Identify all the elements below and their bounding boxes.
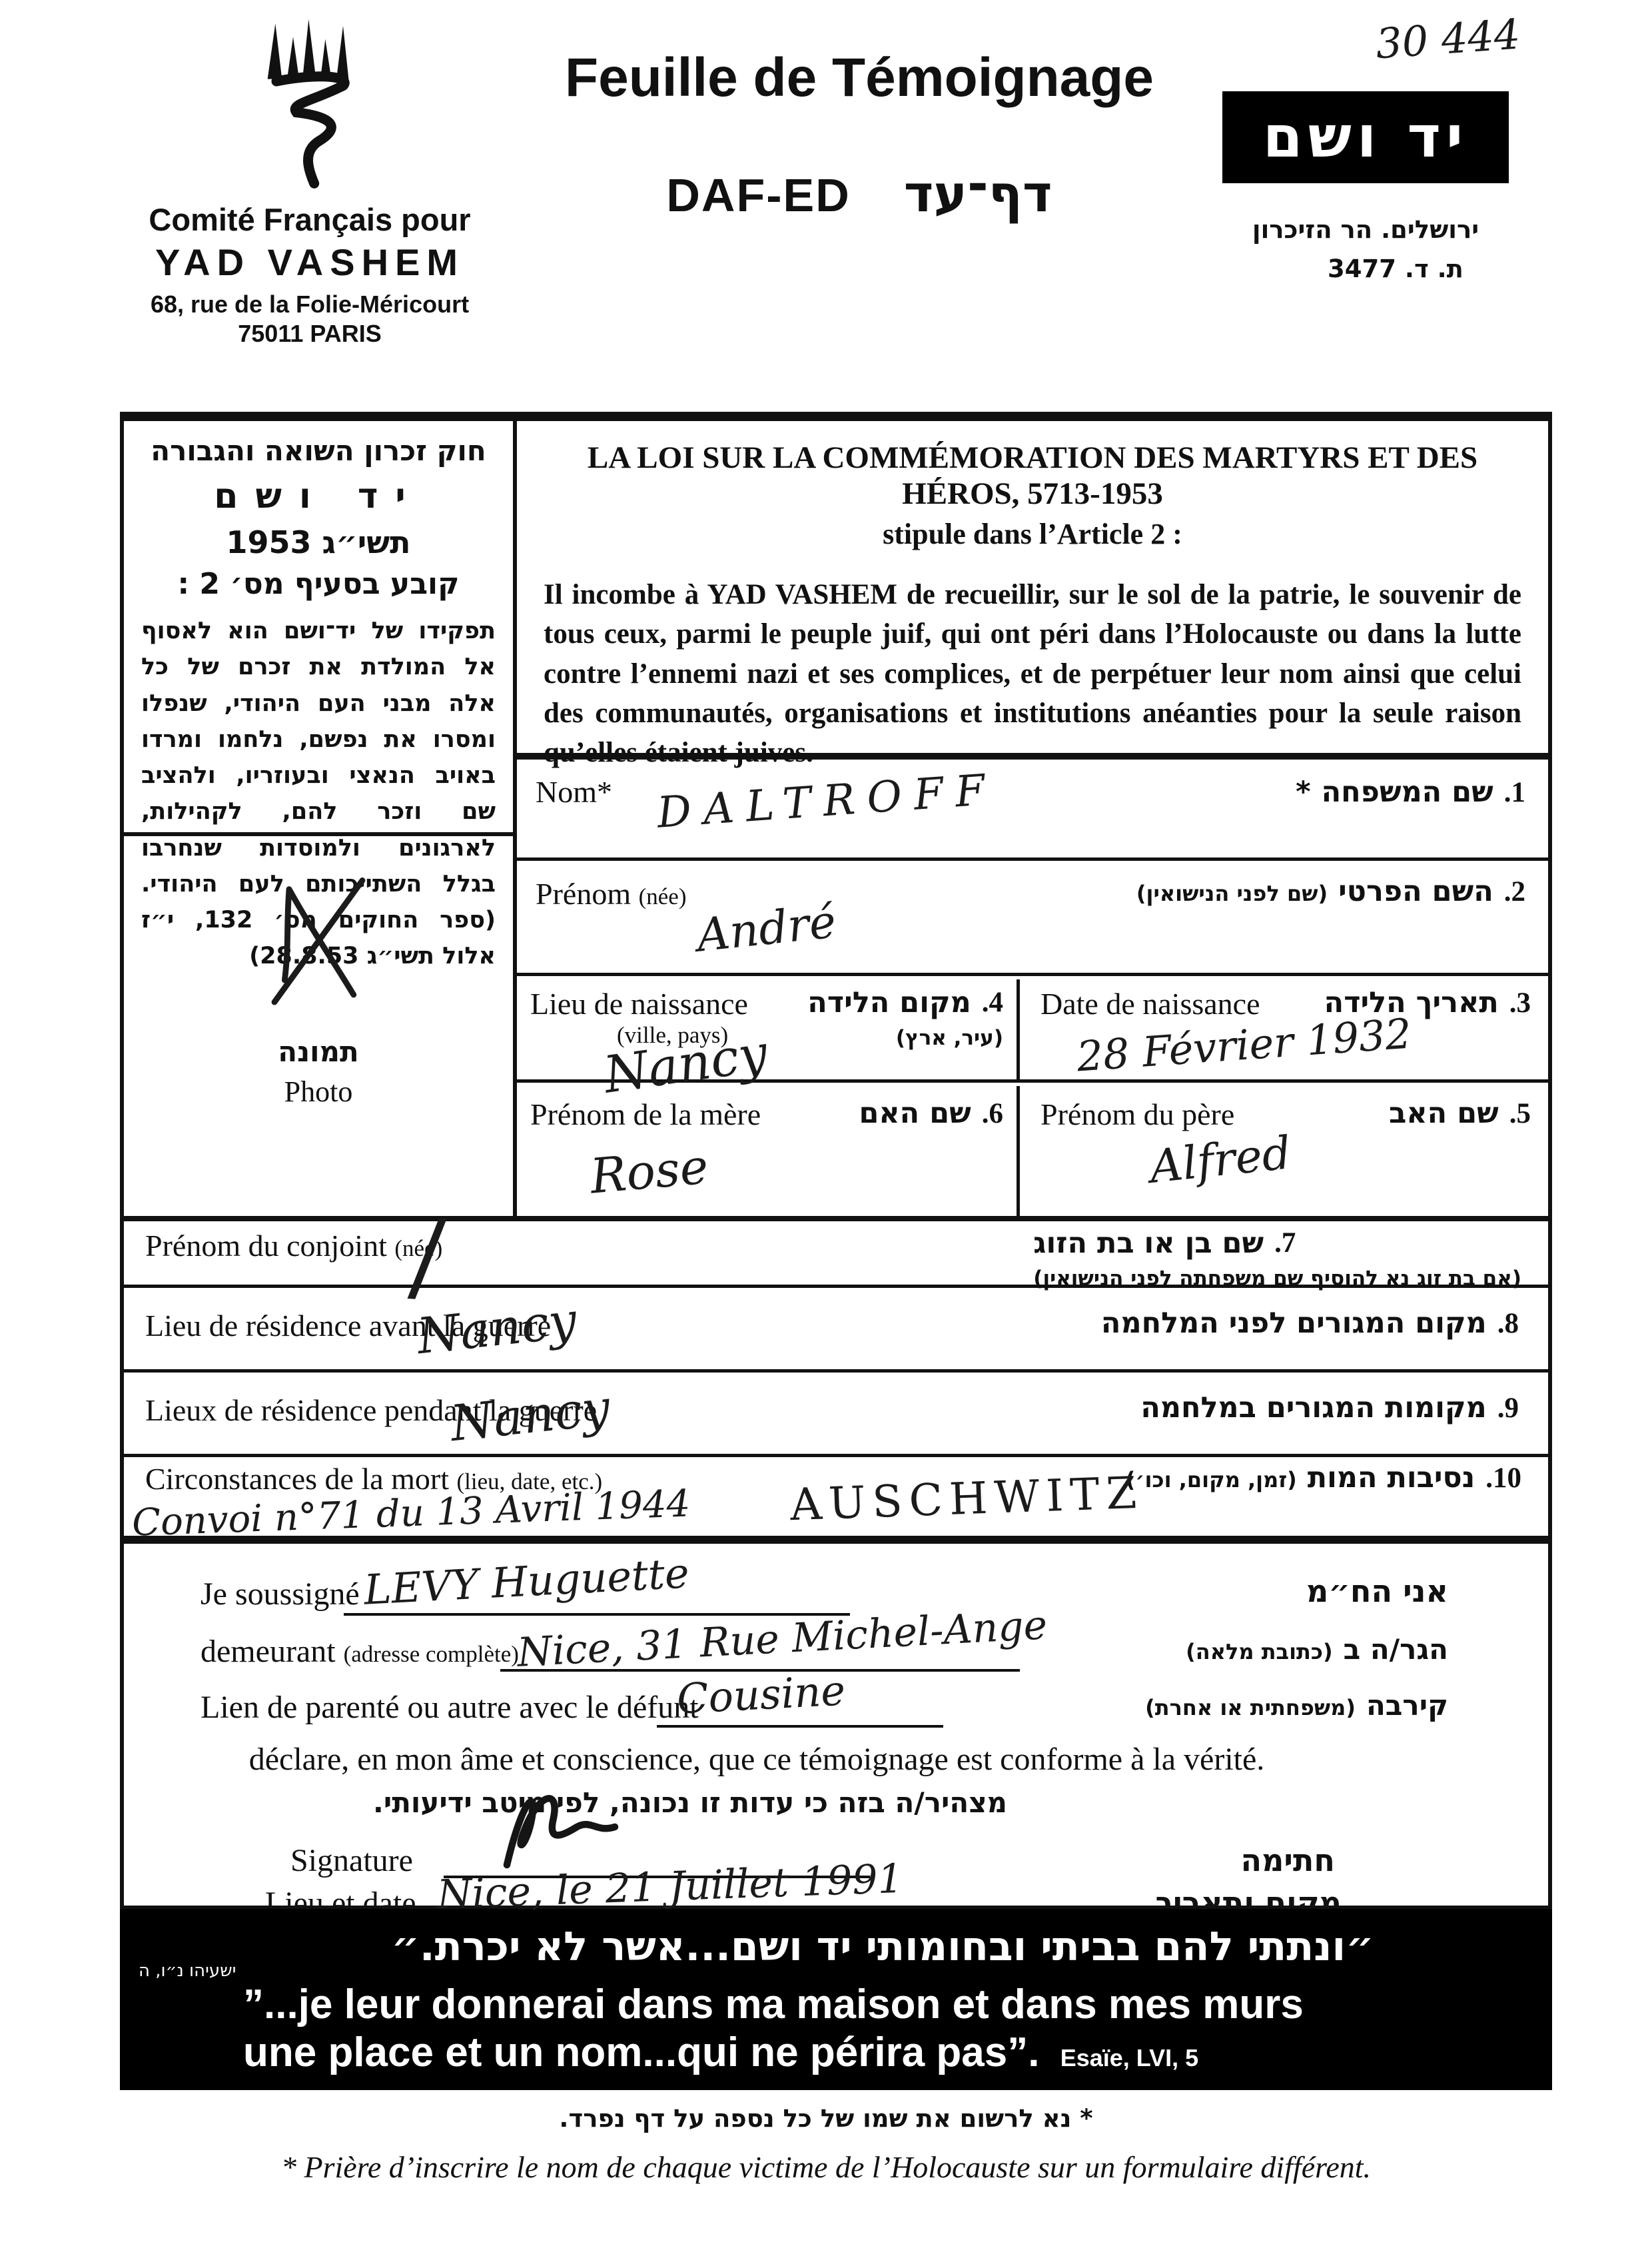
- jerusalem-address-line1: ירושלים. הר הזיכרון: [1252, 215, 1479, 244]
- title-block: Feuille de Témoignage DAF-ED דף־עד: [513, 47, 1206, 223]
- prenom-pere-value: Alfred: [1147, 1127, 1294, 1194]
- french-law-title2: stipule dans l’Article 2 :: [883, 518, 1182, 550]
- reference-number: 30 444: [1374, 9, 1522, 69]
- prenom-label-hebrew: .2 השם הפרטי (שם לפני הנישואין): [1136, 875, 1525, 908]
- field-prenom: Prénom (née) André .2 השם הפרטי (שם לפני…: [517, 864, 1548, 976]
- field-prenom-pere: Prénom du père .5 שם האב Alfred: [1023, 1086, 1548, 1216]
- row-parents: Prénom de la mère .6 שם האם Rose Prénom …: [517, 1086, 1548, 1216]
- subtitle: DAF-ED דף־עד: [513, 164, 1206, 223]
- photo-label: Photo: [284, 1075, 353, 1108]
- residence-pendant-label: Lieux de résidence pendant la guerre: [145, 1393, 598, 1427]
- nom-label-hebrew: .1 שם המשפחה *: [1296, 776, 1525, 809]
- date-naissance-label-hebrew: .3 תאריך הלידה: [1324, 986, 1531, 1019]
- prenom-value: André: [694, 895, 839, 963]
- photo-box: תמונה Photo: [124, 840, 513, 1216]
- signature-line: [444, 1812, 870, 1878]
- field-residence-pendant: Lieux de résidence pendant la guerre Nan…: [124, 1369, 1548, 1453]
- field-residence-avant: Lieu de résidence avant la guerre Nancy …: [124, 1285, 1548, 1366]
- prenom-mere-value: Rose: [588, 1138, 711, 1205]
- column-divider: [513, 421, 517, 1216]
- demeurant-line: [500, 1602, 1020, 1672]
- field-conjoint: Prénom du conjoint (née) / .7 שם בן או בת…: [124, 1197, 1548, 1316]
- yad-vashem-logotype: יד ושם: [1222, 91, 1509, 183]
- prenom-mere-label-hebrew: .6 שם האם: [859, 1097, 1003, 1130]
- hebrew-law-box: חוק זכרון השואה והגבורה יד ושם תשי״ג 195…: [124, 421, 513, 969]
- banner-french-line1: ”...je leur donnerai dans ma maison et d…: [243, 1981, 1304, 2027]
- committee-line4: 75011 PARIS: [238, 320, 382, 347]
- field-lieu-naissance: Lieu de naissance (ville, pays) .4 מקום ה…: [517, 979, 1020, 1105]
- row-naissance: Lieu de naissance (ville, pays) .4 מקום ה…: [517, 979, 1548, 1105]
- banner-hebrew-source: ישעיהו נ״ו, ה: [139, 1961, 236, 1981]
- declaration-block: Je soussigné LEVY Huguette אני הח״מ deme…: [124, 1536, 1548, 1921]
- soussigne-label: Je soussigné: [201, 1576, 360, 1612]
- hebrew-law-line2: יד ושם: [214, 476, 423, 516]
- soussigne-line: [344, 1544, 850, 1616]
- demeurant-label: demeurant (adresse complète): [201, 1634, 519, 1669]
- circonstances-camp-value: AUSCHWITZ: [789, 1466, 1144, 1531]
- residence-pendant-label-hebrew: .9 מקומות המגורים במלחמה: [1140, 1391, 1519, 1424]
- photo-label-hebrew: תמונה: [278, 1035, 359, 1068]
- demeurant-label-hebrew: הגר/ה ב (כתובת מלאה): [1186, 1633, 1448, 1666]
- banner-french-line2: une place et un nom...qui ne périra pas”…: [243, 2029, 1199, 2075]
- prenom-pere-label: Prénom du père: [1040, 1097, 1235, 1131]
- date-naissance-label: Date de naissance: [1040, 987, 1260, 1021]
- hebrew-law-line4: קובע בסעיף מס׳ 2 :: [177, 567, 460, 601]
- committee-line3: 68, rue de la Folie-Méricourt: [150, 290, 470, 318]
- x-cross-mark-icon: [271, 877, 366, 1005]
- conjoint-label: Prénom du conjoint (née): [145, 1229, 443, 1263]
- field-prenom-mere: Prénom de la mère .6 שם האם Rose: [517, 1086, 1020, 1216]
- signature-scribble-icon: [503, 1795, 619, 1869]
- footnote-hebrew: * נא לרשום את שמו של כל נספה על דף נפרד.: [559, 2104, 1093, 2133]
- jerusalem-address-line2: ת. ד. 3477: [1328, 255, 1463, 283]
- prenom-pere-label-hebrew: .5 שם האב: [1389, 1097, 1531, 1130]
- subtitle-hebrew: דף־עד: [903, 164, 1052, 223]
- banner-french-source: Esaïe, LVI, 5: [1060, 2044, 1199, 2071]
- lien-label-hebrew: קירבה (משפחתית או אחרת): [1145, 1689, 1448, 1722]
- signature-label-hebrew: חתימה: [1240, 1842, 1335, 1878]
- lien-line: [657, 1661, 943, 1728]
- french-law-box: LA LOI SUR LA COMMÉMORATION DES MARTYRS …: [517, 421, 1548, 768]
- committee-line2: YAD VASHEM: [155, 241, 465, 283]
- lieu-naissance-paren: (ville, pays): [617, 1022, 729, 1048]
- field-circonstances: Circonstances de la mort (lieu, date, et…: [124, 1454, 1548, 1545]
- field-date-naissance: Date de naissance .3 תאריך הלידה 28 Févr…: [1023, 979, 1548, 1081]
- committee-line1: Comité Français pour: [149, 202, 471, 237]
- circonstances-label-hebrew: .10 נסיבות המות (זמן, מקום, וכו׳): [1125, 1461, 1521, 1494]
- subtitle-latin: DAF-ED: [666, 169, 851, 221]
- prenom-mere-label: Prénom de la mère: [530, 1097, 761, 1131]
- declare-statement: déclare, en mon âme et conscience, que c…: [248, 1742, 1265, 1777]
- soussigne-label-hebrew: אני הח״מ: [1306, 1573, 1448, 1609]
- hebrew-law-line1: חוק זכרון השואה והגבורה: [151, 434, 486, 467]
- hebrew-law-body: תפקידו של יד־ושם הוא לאסוף אל המולדת את …: [141, 618, 496, 970]
- residence-avant-label-hebrew: .8 מקום המגורים לפני המלחמה: [1100, 1307, 1519, 1340]
- signature-label: Signature: [290, 1843, 413, 1878]
- lieu-naissance-label: Lieu de naissance: [530, 987, 748, 1021]
- french-law-title1: LA LOI SUR LA COMMÉMORATION DES MARTYRS …: [587, 440, 1478, 511]
- footnote-french: * Prière d’inscrire le nom de chaque vic…: [280, 2150, 1372, 2184]
- committee-block: Comité Français pour YAD VASHEM 68, rue …: [80, 19, 540, 348]
- banner-hebrew-verse: ״ונתתי להם בביתי ובחומותי יד ושם...אשר ל…: [391, 1924, 1374, 1970]
- field-nom: Nom* DALTROFF .1 שם המשפחה *: [517, 765, 1548, 861]
- conjoint-label-hebrew: .7 שם בן או בת הזוג (אם בת זוג נא להוסיף …: [1033, 1227, 1521, 1291]
- scripture-banner: ״ונתתי להם בביתי ובחומותי יד ושם...אשר ל…: [120, 1909, 1552, 2090]
- french-law-body: Il incombe à YAD VASHEM de recueillir, s…: [544, 579, 1521, 769]
- yad-vashem-flame-logo-icon: [267, 19, 350, 189]
- declare-statement-hebrew: מצהיר/ה בזה כי עדות זו נכונה, לפי מיטב י…: [372, 1786, 1008, 1819]
- page-title: Feuille de Témoignage: [565, 47, 1154, 108]
- circonstances-label: Circonstances de la mort (lieu, date, et…: [145, 1462, 603, 1496]
- residence-pendant-value: Nancy: [448, 1379, 613, 1453]
- lieu-naissance-label-hebrew: .4 מקום הלידה (עיר, ארץ): [807, 986, 1003, 1050]
- lien-label: Lien de parenté ou autre avec le défunt: [201, 1690, 699, 1725]
- residence-avant-label: Lieu de résidence avant la guerre: [145, 1309, 552, 1343]
- lien-value: Cousine: [675, 1666, 847, 1724]
- nom-value: DALTROFF: [655, 765, 999, 838]
- nom-label: Nom*: [536, 775, 612, 809]
- testimony-form-table: חוק זכרון השואה והגבורה יד ושם תשי״ג 195…: [120, 412, 1552, 1921]
- prenom-label: Prénom (née): [536, 877, 687, 911]
- header-right-block: 30 444 יד ושם ירושלים. הר הזיכרון ת. ד. …: [1222, 9, 1595, 283]
- hebrew-law-line3: תשי״ג 1953: [226, 524, 411, 560]
